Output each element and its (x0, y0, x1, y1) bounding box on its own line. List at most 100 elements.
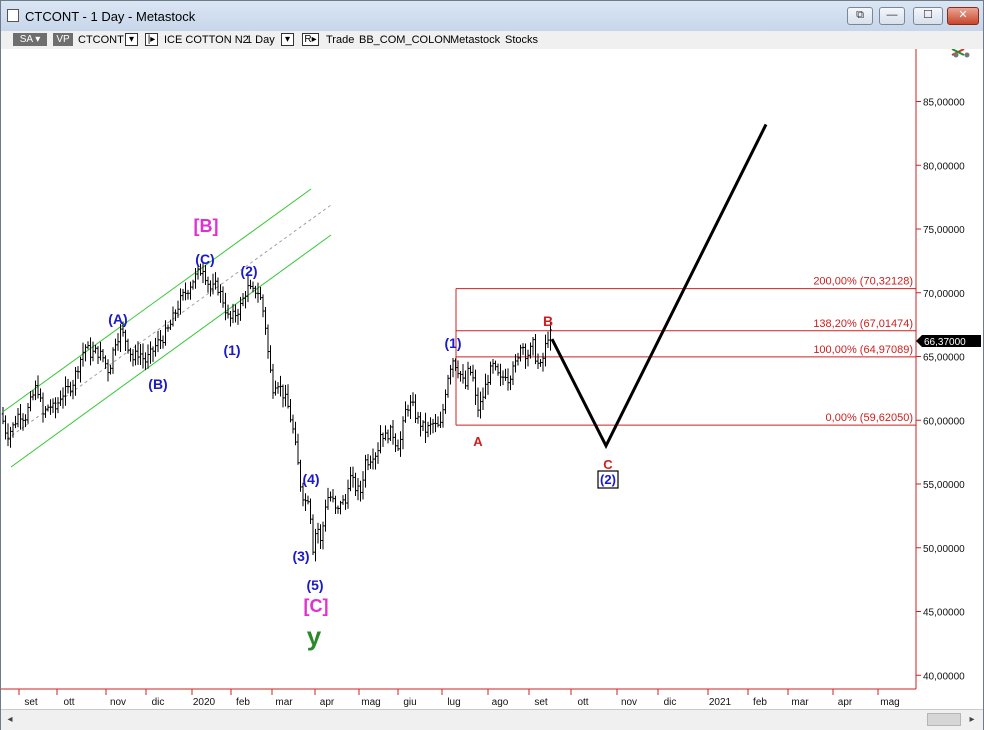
price-bar (329, 491, 332, 502)
security-list-icon[interactable]: |▸ (145, 33, 158, 46)
price-bar (126, 338, 130, 354)
price-bar (1, 406, 5, 425)
period-label[interactable]: 1 Day (246, 34, 275, 46)
y-tick-label: 60,00000 (923, 416, 965, 427)
elliott-wave-labels: (A)(B)(C)[B](1)(2)(3)(4)(5)[C]y(1)ABC(2) (108, 216, 619, 651)
y-tick-label: 50,00000 (923, 544, 965, 555)
price-bar (14, 415, 17, 429)
price-bar (491, 359, 495, 374)
price-bar (444, 389, 447, 414)
price-bar (316, 522, 320, 544)
scroll-left-arrow-icon[interactable]: ◂ (7, 714, 13, 725)
price-bar (84, 344, 87, 362)
price-bar (326, 487, 330, 510)
price-bar (229, 310, 232, 327)
price-bar (29, 391, 32, 412)
price-bar (489, 361, 492, 385)
x-tick-label: nov (110, 697, 126, 708)
projection-path-line[interactable] (550, 123, 768, 450)
price-bar (544, 334, 547, 367)
restore-all-button[interactable]: ⧉ (847, 7, 873, 25)
price-bar (396, 439, 400, 452)
price-bar (276, 382, 280, 394)
y-tick-label: 70,00000 (923, 289, 965, 300)
scroll-right-arrow-icon[interactable]: ▸ (969, 714, 975, 725)
price-bar (96, 346, 100, 364)
period-dropdown-arrow-icon[interactable]: ▾ (281, 33, 294, 46)
price-bar (526, 349, 530, 367)
channel-lower-line[interactable] (10, 234, 332, 468)
price-bar (501, 370, 505, 386)
symbol-label[interactable]: CTCONT (78, 34, 124, 46)
close-button[interactable]: ✕ (947, 7, 979, 25)
wave-label: [B] (194, 216, 219, 236)
price-bar (466, 361, 470, 390)
price-bar (239, 296, 242, 321)
minimize-button[interactable]: — (879, 7, 905, 25)
fibonacci-projection[interactable]: 200,00% (70,32128) 138,20% (67,01474) 100,… (455, 276, 916, 426)
channel-upper-line[interactable] (3, 188, 312, 412)
y-tick-label: 55,00000 (923, 480, 965, 491)
x-tick-label: ott (577, 697, 588, 708)
price-bar (484, 373, 487, 400)
price-bar (324, 499, 327, 532)
price-bar (404, 401, 407, 423)
price-bar (264, 306, 267, 335)
price-bar (364, 454, 367, 488)
price-bar (149, 341, 152, 364)
price-bar (454, 358, 457, 371)
price-bar (474, 369, 477, 405)
sa-button[interactable]: SA ▾ (13, 33, 47, 46)
price-bar (524, 343, 527, 369)
price-bar (369, 455, 372, 469)
price-bar (461, 363, 465, 384)
price-bar (514, 354, 517, 373)
price-bar (6, 423, 10, 447)
price-bar (389, 424, 392, 441)
x-tick-label: dic (664, 697, 677, 708)
price-bar (541, 352, 545, 372)
chart-expert-icon[interactable] (951, 48, 970, 58)
price-chart[interactable]: 85,00000 80,00000 75,00000 70,00000 65,00000… (1, 48, 983, 709)
maximize-button[interactable]: ☐ (913, 7, 943, 25)
price-bar (94, 344, 97, 354)
price-bar (314, 528, 317, 562)
price-bar (224, 292, 227, 321)
price-bar (259, 286, 262, 301)
price-bar (34, 380, 37, 401)
price-bar (196, 266, 200, 280)
price-bar (449, 364, 452, 385)
fib-level-label: 0,00% (59,62050) (826, 412, 913, 424)
price-bar (174, 309, 177, 322)
wave-label: (4) (302, 471, 319, 487)
scrollbar-thumb[interactable] (927, 713, 961, 726)
price-bar (241, 292, 245, 307)
price-bar (511, 361, 515, 386)
trade-button[interactable]: Trade (326, 34, 355, 46)
price-bar (339, 500, 342, 515)
type-label: Stocks (505, 34, 539, 46)
fib-level-label: 100,00% (64,97089) (813, 344, 913, 356)
symbol-dropdown-arrow-icon[interactable]: ▾ (125, 33, 138, 46)
price-bar (51, 398, 55, 414)
price-bar (366, 453, 370, 471)
price-bar (481, 387, 485, 410)
price-bar (509, 375, 512, 391)
price-bar (244, 290, 247, 309)
x-tick-label: 2021 (709, 697, 732, 708)
price-bar (44, 406, 47, 418)
vp-button[interactable]: VP (53, 33, 73, 46)
price-bar (411, 392, 415, 407)
x-tick-label: feb (236, 697, 250, 708)
title-bar[interactable]: CTCONT - 1 Day - Metastock ⧉ — ☐ ✕ (1, 1, 983, 31)
price-bar (104, 355, 107, 369)
replay-icon[interactable]: R▸ (302, 33, 319, 46)
price-bar (176, 300, 180, 318)
horizontal-scrollbar[interactable]: ◂ ▸ (1, 709, 983, 730)
price-bar (216, 277, 220, 296)
chart-area[interactable]: 85,00000 80,00000 75,00000 70,00000 65,00000… (1, 48, 983, 714)
price-bar (39, 388, 42, 403)
price-bar (539, 359, 542, 367)
y-tick-label: 45,00000 (923, 608, 965, 619)
template-label: BB_COM_COLON (359, 34, 451, 46)
